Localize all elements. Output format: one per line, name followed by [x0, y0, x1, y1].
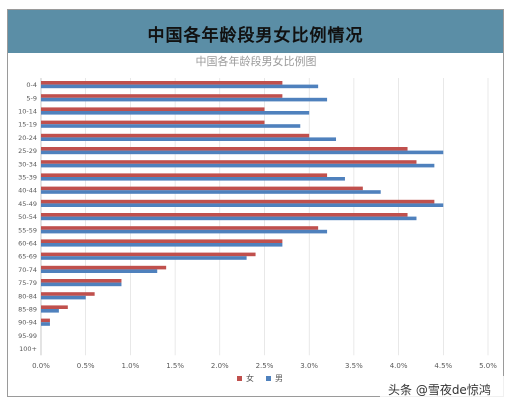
bar-male: [41, 84, 319, 89]
bar-female: [41, 239, 283, 243]
bar-male: [41, 282, 122, 287]
y-tick-label: 5-9: [26, 94, 37, 102]
y-tick-label: 25-29: [18, 147, 37, 155]
y-tick-label: 65-69: [18, 253, 37, 261]
x-tick-label: 3.0%: [300, 362, 318, 370]
bar-male: [41, 190, 381, 194]
title-band: 中国各年龄段男女比例情况: [8, 10, 503, 53]
y-tick-label: 35-39: [18, 174, 37, 182]
y-tick-label: 70-74: [18, 266, 37, 274]
x-tick-label: 4.0%: [390, 362, 408, 370]
bar-male: [41, 322, 50, 326]
bar-male: [41, 229, 328, 234]
y-tick-label: 55-59: [18, 226, 37, 234]
bar-female: [41, 265, 167, 270]
y-tick-label: 15-19: [18, 121, 37, 129]
bar-female: [41, 81, 283, 85]
watermark-background: [380, 376, 508, 398]
x-tick-label: 2.0%: [211, 362, 229, 370]
bar-female: [41, 318, 50, 323]
bar-female: [41, 252, 256, 257]
bar-male: [41, 269, 158, 273]
bar-male: [41, 177, 345, 181]
bar-male: [41, 216, 417, 221]
bar-female: [41, 133, 310, 138]
bar-female: [41, 120, 265, 125]
x-tick-label: 4.5%: [434, 362, 452, 370]
bar-female: [41, 94, 283, 98]
x-tick-label: 1.5%: [166, 362, 184, 370]
bar-female: [41, 213, 408, 217]
watermark: 头条 @雪夜de惊鸿: [388, 383, 491, 397]
bar-female: [41, 292, 95, 296]
x-tick-label: 1.0%: [122, 362, 140, 370]
y-tick-label: 60-64: [18, 240, 37, 248]
legend-swatch-male: [266, 376, 271, 381]
x-tick-label: 0.5%: [77, 362, 95, 370]
bar-male: [41, 111, 310, 115]
bar-female: [41, 199, 435, 204]
bar-female: [41, 173, 328, 177]
y-tick-label: 45-49: [18, 200, 37, 208]
legend-label-male: 男: [275, 374, 283, 383]
bar-female: [41, 226, 319, 230]
y-tick-label: 90-94: [18, 319, 37, 327]
bar-female: [41, 305, 68, 309]
y-tick-label: 20-24: [18, 134, 37, 142]
y-tick-label: 0-4: [26, 81, 37, 89]
bar-female: [41, 107, 265, 111]
legend: 女 男: [237, 373, 283, 384]
bar-female: [41, 186, 363, 191]
bar-male: [41, 150, 444, 155]
bar-female: [41, 279, 122, 283]
y-tick-label: 50-54: [18, 213, 37, 221]
bar-male: [41, 163, 435, 168]
bar-male: [41, 243, 283, 247]
y-tick-label: 85-89: [18, 306, 37, 314]
bar-male: [41, 124, 301, 128]
y-tick-label: 75-79: [18, 279, 37, 287]
x-tick-label: 3.5%: [345, 362, 363, 370]
legend-swatch-female: [237, 376, 242, 381]
x-tick-label: 0.0%: [32, 362, 50, 370]
chart-title: 中国各年龄段男女比例图: [195, 55, 317, 68]
x-tick-label: 2.5%: [256, 362, 274, 370]
bar-male: [41, 295, 86, 300]
y-tick-label: 10-14: [18, 108, 37, 116]
page-title: 中国各年龄段男女比例情况: [147, 26, 364, 46]
bar-female: [41, 160, 417, 164]
legend-label-female: 女: [246, 374, 254, 383]
y-tick-label: 40-44: [18, 187, 37, 195]
y-tick-label: 30-34: [18, 160, 37, 168]
bar-male: [41, 137, 337, 141]
y-tick-label: 95-99: [18, 332, 37, 340]
y-tick-label: 100+: [19, 345, 37, 353]
bar-male: [41, 203, 444, 207]
bar-male: [41, 256, 247, 260]
bar-male: [41, 97, 328, 102]
x-tick-label: 5.0%: [479, 362, 497, 370]
bar-male: [41, 309, 59, 313]
bar-female: [41, 147, 408, 151]
y-tick-label: 80-84: [18, 292, 37, 300]
